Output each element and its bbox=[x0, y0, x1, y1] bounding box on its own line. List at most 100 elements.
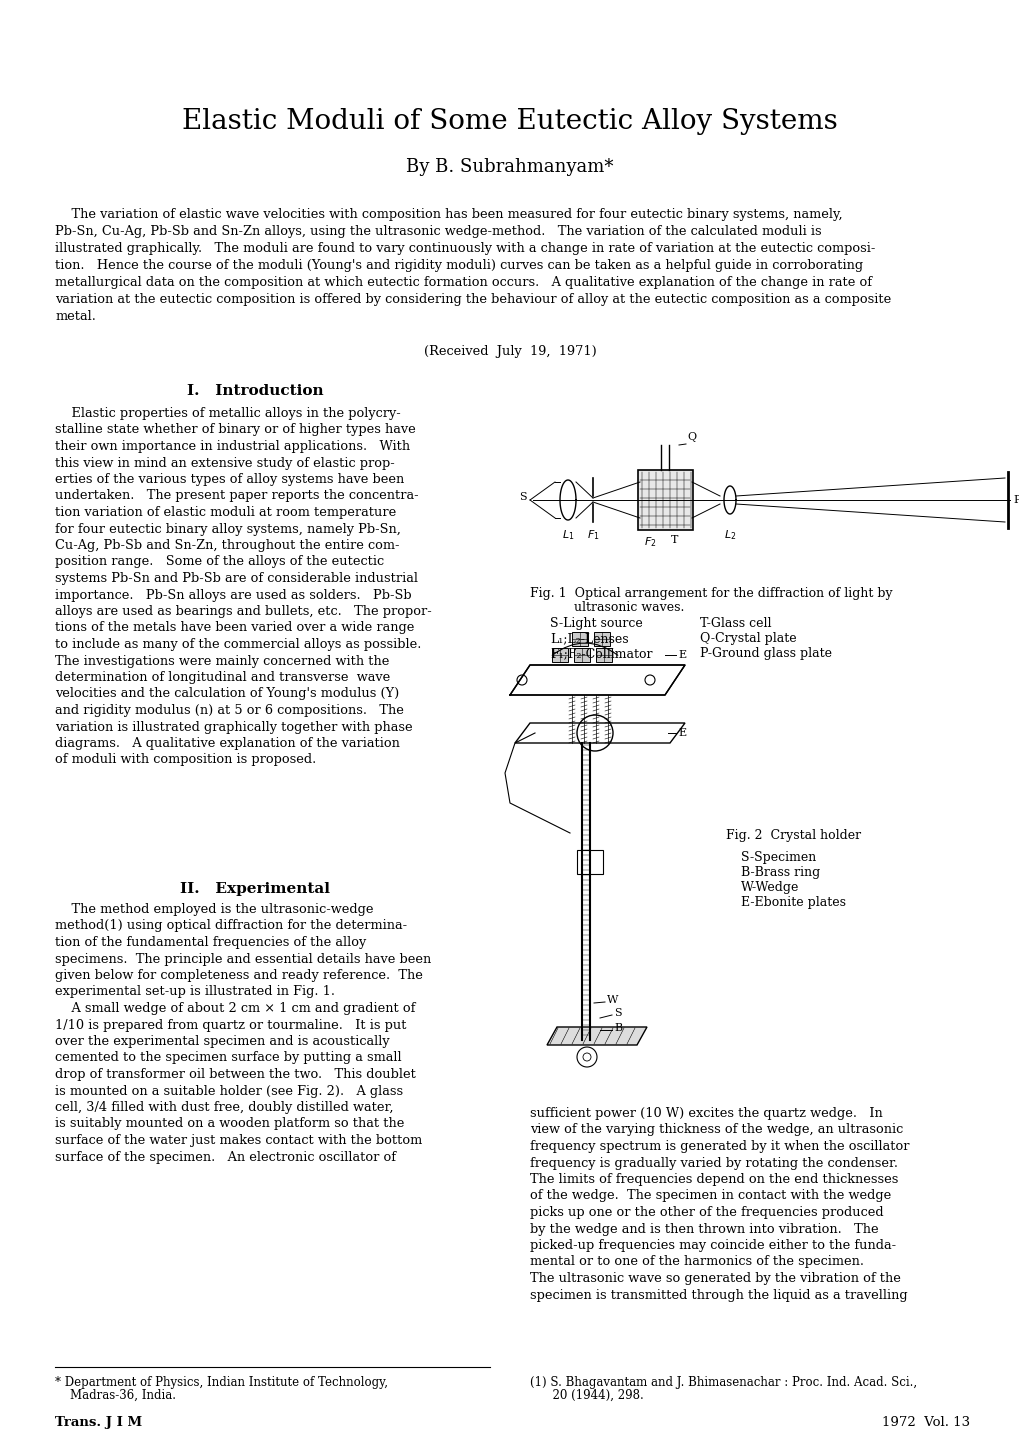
Text: E: E bbox=[678, 649, 686, 659]
Text: velocities and the calculation of Young's modulus (Y): velocities and the calculation of Young'… bbox=[55, 687, 398, 700]
Text: their own importance in industrial applications.   With: their own importance in industrial appli… bbox=[55, 440, 410, 453]
Polygon shape bbox=[515, 723, 685, 743]
Text: alloys are used as bearings and bullets, etc.   The propor-: alloys are used as bearings and bullets,… bbox=[55, 605, 431, 618]
Text: tion variation of elastic moduli at room temperature: tion variation of elastic moduli at room… bbox=[55, 506, 395, 519]
Text: (Received  July  19,  1971): (Received July 19, 1971) bbox=[423, 345, 596, 358]
Text: picked-up frequencies may coincide either to the funda-: picked-up frequencies may coincide eithe… bbox=[530, 1240, 896, 1253]
Text: stalline state whether of binary or of higher types have: stalline state whether of binary or of h… bbox=[55, 423, 416, 436]
Text: $L_2$: $L_2$ bbox=[723, 528, 736, 541]
Text: Fig. 2  Crystal holder: Fig. 2 Crystal holder bbox=[726, 828, 860, 843]
Text: S-Light source: S-Light source bbox=[549, 618, 642, 631]
Text: B-Brass ring: B-Brass ring bbox=[740, 866, 819, 879]
Text: E-Ebonite plates: E-Ebonite plates bbox=[740, 896, 845, 909]
Text: variation is illustrated graphically together with phase: variation is illustrated graphically tog… bbox=[55, 720, 413, 733]
Text: Madras-36, India.: Madras-36, India. bbox=[55, 1390, 176, 1403]
Text: Q: Q bbox=[687, 431, 695, 442]
Text: Fig. 1  Optical arrangement for the diffraction of light by: Fig. 1 Optical arrangement for the diffr… bbox=[530, 587, 892, 600]
Text: The variation of elastic wave velocities with composition has been measured for : The variation of elastic wave velocities… bbox=[55, 208, 842, 221]
Text: picks up one or the other of the frequencies produced: picks up one or the other of the frequen… bbox=[530, 1206, 882, 1219]
Text: L₁;L₂-Lenses: L₁;L₂-Lenses bbox=[549, 632, 628, 645]
Text: mental or to one of the harmonics of the specimen.: mental or to one of the harmonics of the… bbox=[530, 1255, 863, 1268]
Text: cell, 3/4 filled with dust free, doubly distilled water,: cell, 3/4 filled with dust free, doubly … bbox=[55, 1101, 393, 1114]
Polygon shape bbox=[510, 665, 685, 696]
Text: By B. Subrahmanyam*: By B. Subrahmanyam* bbox=[406, 157, 613, 176]
Text: Elastic properties of metallic alloys in the polycry-: Elastic properties of metallic alloys in… bbox=[55, 407, 400, 420]
Text: determination of longitudinal and transverse  wave: determination of longitudinal and transv… bbox=[55, 671, 390, 684]
Bar bbox=[577, 850, 602, 873]
Bar bbox=[572, 632, 587, 646]
Text: of the wedge.  The specimen in contact with the wedge: of the wedge. The specimen in contact wi… bbox=[530, 1189, 891, 1202]
Text: surface of the specimen.   An electronic oscillator of: surface of the specimen. An electronic o… bbox=[55, 1150, 395, 1163]
Text: S: S bbox=[613, 1009, 621, 1017]
Bar bbox=[637, 470, 692, 530]
Text: and rigidity modulus (n) at 5 or 6 compositions.   The: and rigidity modulus (n) at 5 or 6 compo… bbox=[55, 704, 404, 717]
Text: Pb-Sn, Cu-Ag, Pb-Sb and Sn-Zn alloys, using the ultrasonic wedge-method.   The v: Pb-Sn, Cu-Ag, Pb-Sb and Sn-Zn alloys, us… bbox=[55, 225, 821, 238]
Text: metal.: metal. bbox=[55, 310, 96, 323]
Text: A small wedge of about 2 cm × 1 cm and gradient of: A small wedge of about 2 cm × 1 cm and g… bbox=[55, 1001, 415, 1014]
Text: ultrasonic waves.: ultrasonic waves. bbox=[530, 600, 684, 615]
Text: diagrams.   A qualitative explanation of the variation: diagrams. A qualitative explanation of t… bbox=[55, 737, 399, 750]
Text: specimen is transmitted through the liquid as a travelling: specimen is transmitted through the liqu… bbox=[530, 1289, 907, 1302]
Text: P: P bbox=[1012, 495, 1019, 505]
Text: view of the varying thickness of the wedge, an ultrasonic: view of the varying thickness of the wed… bbox=[530, 1124, 903, 1137]
Bar bbox=[593, 632, 609, 646]
Text: cemented to the specimen surface by putting a small: cemented to the specimen surface by putt… bbox=[55, 1052, 401, 1065]
Bar bbox=[595, 648, 611, 662]
Text: illustrated graphically.   The moduli are found to vary continuously with a chan: illustrated graphically. The moduli are … bbox=[55, 242, 874, 255]
Bar bbox=[551, 648, 568, 662]
Text: erties of the various types of alloy systems have been: erties of the various types of alloy sys… bbox=[55, 473, 404, 486]
Text: systems Pb-Sn and Pb-Sb are of considerable industrial: systems Pb-Sn and Pb-Sb are of considera… bbox=[55, 571, 418, 584]
Text: Cu-Ag, Pb-Sb and Sn-Zn, throughout the entire com-: Cu-Ag, Pb-Sb and Sn-Zn, throughout the e… bbox=[55, 540, 399, 553]
Text: The investigations were mainly concerned with the: The investigations were mainly concerned… bbox=[55, 655, 389, 668]
Text: $L_1$: $L_1$ bbox=[561, 528, 574, 541]
Text: tion of the fundamental frequencies of the alloy: tion of the fundamental frequencies of t… bbox=[55, 937, 366, 949]
Text: Trans. J I M: Trans. J I M bbox=[55, 1416, 142, 1429]
Text: 1/10 is prepared from quartz or tourmaline.   It is put: 1/10 is prepared from quartz or tourmali… bbox=[55, 1019, 407, 1032]
Polygon shape bbox=[546, 1027, 646, 1045]
Text: position range.   Some of the alloys of the eutectic: position range. Some of the alloys of th… bbox=[55, 556, 384, 569]
Text: sufficient power (10 W) excites the quartz wedge.   In: sufficient power (10 W) excites the quar… bbox=[530, 1107, 881, 1120]
Text: P-Ground glass plate: P-Ground glass plate bbox=[699, 646, 832, 659]
Text: this view in mind an extensive study of elastic prop-: this view in mind an extensive study of … bbox=[55, 456, 394, 469]
Text: given below for completeness and ready reference.  The: given below for completeness and ready r… bbox=[55, 970, 423, 983]
Text: S: S bbox=[519, 492, 527, 502]
Text: S-Specimen: S-Specimen bbox=[740, 851, 815, 864]
Text: to include as many of the commercial alloys as possible.: to include as many of the commercial all… bbox=[55, 638, 421, 651]
Text: 20 (1944), 298.: 20 (1944), 298. bbox=[530, 1390, 643, 1403]
Text: importance.   Pb-Sn alloys are used as solders.   Pb-Sb: importance. Pb-Sn alloys are used as sol… bbox=[55, 589, 412, 602]
Text: undertaken.   The present paper reports the concentra-: undertaken. The present paper reports th… bbox=[55, 489, 418, 502]
Text: for four eutectic binary alloy systems, namely Pb-Sn,: for four eutectic binary alloy systems, … bbox=[55, 522, 400, 535]
Text: T: T bbox=[671, 535, 678, 545]
Text: F₁;F₂-Collimator: F₁;F₂-Collimator bbox=[549, 646, 652, 659]
Text: W-Wedge: W-Wedge bbox=[740, 882, 799, 895]
Text: tion.   Hence the course of the moduli (Young's and rigidity moduli) curves can : tion. Hence the course of the moduli (Yo… bbox=[55, 258, 862, 271]
Text: $F_2$: $F_2$ bbox=[643, 535, 655, 548]
Text: I.   Introduction: I. Introduction bbox=[186, 384, 323, 398]
Text: T-Glass cell: T-Glass cell bbox=[699, 618, 770, 631]
Text: $F_1$: $F_1$ bbox=[586, 528, 599, 541]
Text: variation at the eutectic composition is offered by considering the behaviour of: variation at the eutectic composition is… bbox=[55, 293, 891, 306]
Text: B: B bbox=[613, 1023, 622, 1033]
Text: II.   Experimental: II. Experimental bbox=[179, 882, 330, 896]
Text: metallurgical data on the composition at which eutectic formation occurs.   A qu: metallurgical data on the composition at… bbox=[55, 276, 871, 289]
Text: is suitably mounted on a wooden platform so that the: is suitably mounted on a wooden platform… bbox=[55, 1117, 404, 1130]
Text: specimens.  The principle and essential details have been: specimens. The principle and essential d… bbox=[55, 952, 431, 965]
Text: E: E bbox=[678, 729, 686, 737]
Text: (1) S. Bhagavantam and J. Bhimasenachar : Proc. Ind. Acad. Sci.,: (1) S. Bhagavantam and J. Bhimasenachar … bbox=[530, 1377, 916, 1390]
Text: by the wedge and is then thrown into vibration.   The: by the wedge and is then thrown into vib… bbox=[530, 1222, 877, 1235]
Text: Q-Crystal plate: Q-Crystal plate bbox=[699, 632, 796, 645]
Text: tions of the metals have been varied over a wide range: tions of the metals have been varied ove… bbox=[55, 622, 414, 635]
Text: frequency is gradually varied by rotating the condenser.: frequency is gradually varied by rotatin… bbox=[530, 1156, 897, 1169]
Text: W: W bbox=[606, 996, 618, 1004]
Text: drop of transformer oil between the two.   This doublet: drop of transformer oil between the two.… bbox=[55, 1068, 416, 1081]
Text: method(1) using optical diffraction for the determina-: method(1) using optical diffraction for … bbox=[55, 919, 407, 932]
Text: is mounted on a suitable holder (see Fig. 2).   A glass: is mounted on a suitable holder (see Fig… bbox=[55, 1085, 403, 1098]
Text: * Department of Physics, Indian Institute of Technology,: * Department of Physics, Indian Institut… bbox=[55, 1377, 387, 1390]
Text: surface of the water just makes contact with the bottom: surface of the water just makes contact … bbox=[55, 1134, 422, 1147]
Text: 1972  Vol. 13: 1972 Vol. 13 bbox=[881, 1416, 969, 1429]
Bar bbox=[574, 648, 589, 662]
Text: experimental set-up is illustrated in Fig. 1.: experimental set-up is illustrated in Fi… bbox=[55, 986, 334, 999]
Text: The limits of frequencies depend on the end thicknesses: The limits of frequencies depend on the … bbox=[530, 1173, 898, 1186]
Text: of moduli with composition is proposed.: of moduli with composition is proposed. bbox=[55, 753, 316, 766]
Text: frequency spectrum is generated by it when the oscillator: frequency spectrum is generated by it wh… bbox=[530, 1140, 909, 1153]
